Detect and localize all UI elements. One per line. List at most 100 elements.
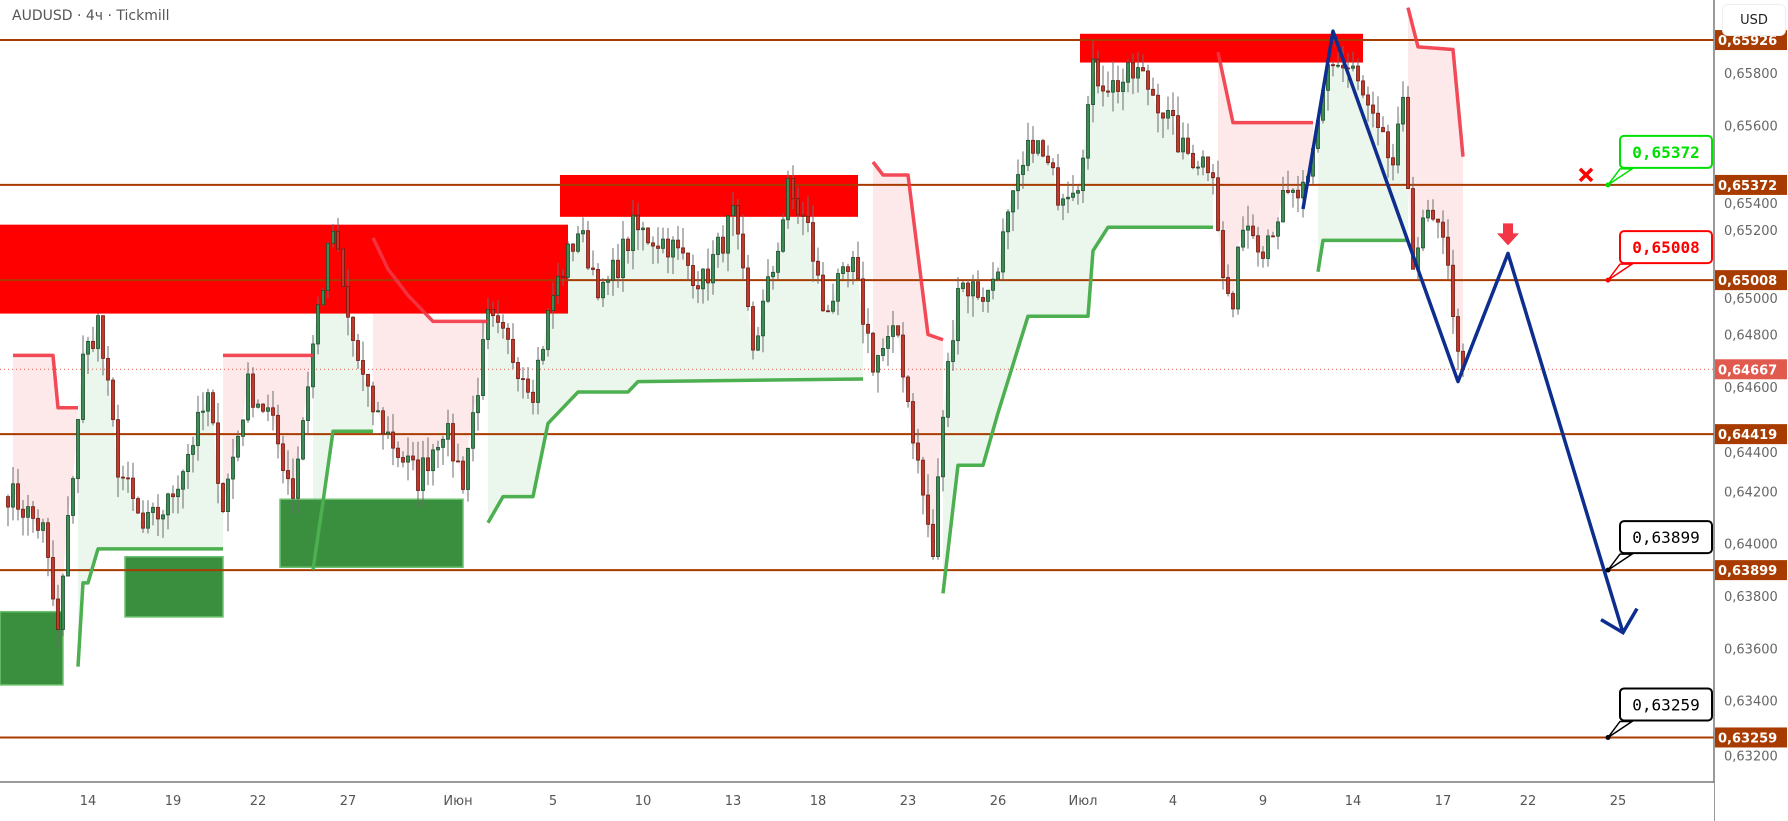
supertrend-down-line xyxy=(371,236,488,324)
candle-up xyxy=(1236,246,1240,310)
candle-down xyxy=(1296,189,1300,199)
supply-zone xyxy=(0,224,568,314)
candle-down xyxy=(1386,131,1390,159)
candle-down xyxy=(636,214,640,231)
candle-down xyxy=(411,455,415,461)
candle-up xyxy=(621,238,625,279)
candle-up xyxy=(186,454,190,473)
candle-down xyxy=(271,407,275,416)
plot-area: 0,65372 0,65008 0,63899 0,63259 xyxy=(0,7,1714,740)
candle-up xyxy=(1396,123,1400,166)
callout-text: 0,65372 xyxy=(1632,143,1699,162)
candle-up xyxy=(996,271,1000,280)
candle-down xyxy=(966,282,970,297)
candle-down xyxy=(131,477,135,499)
candle-up xyxy=(96,315,100,349)
price-tick-label: 0,64400 xyxy=(1724,446,1778,461)
candle-up xyxy=(671,239,675,258)
candle-down xyxy=(1381,127,1385,133)
supertrend-up-line xyxy=(76,547,223,667)
currency-button[interactable]: USD xyxy=(1722,4,1786,36)
candle-up xyxy=(161,514,165,520)
candle-up xyxy=(971,281,975,297)
candle-up xyxy=(1201,156,1205,168)
candle-down xyxy=(16,483,20,510)
candle-up xyxy=(176,488,180,498)
candle-up xyxy=(1276,221,1280,237)
candle-down xyxy=(976,281,980,298)
candle-up xyxy=(331,230,335,244)
level-price-badge xyxy=(1715,424,1787,445)
time-tick-label: 10 xyxy=(635,794,652,809)
candle-up xyxy=(1021,164,1025,175)
supertrend-up-fill xyxy=(313,231,373,570)
candle-down xyxy=(1206,156,1210,174)
candle-up xyxy=(991,278,995,291)
candle-up xyxy=(321,290,325,306)
candle-down xyxy=(906,376,910,402)
candle-down xyxy=(116,419,120,478)
candle-down xyxy=(1031,139,1035,154)
candle-down xyxy=(526,378,530,393)
candle-up xyxy=(1246,225,1250,231)
price-tick-label: 0,65000 xyxy=(1724,292,1778,307)
candle-down xyxy=(1221,230,1225,279)
candle-up xyxy=(481,339,485,396)
callout-box xyxy=(1619,687,1713,722)
candle-up xyxy=(836,273,840,302)
candle-up xyxy=(1421,217,1425,249)
candle-down xyxy=(46,522,50,558)
candle-down xyxy=(1251,225,1255,237)
callout-box xyxy=(1619,134,1713,169)
candle-down xyxy=(506,327,510,340)
candle-up xyxy=(576,233,580,252)
candle-down xyxy=(1106,90,1110,93)
candle-up xyxy=(761,300,765,337)
candle-up xyxy=(1196,166,1200,169)
candle-down xyxy=(501,322,505,329)
candle-up xyxy=(1281,190,1285,223)
candle-up xyxy=(566,243,570,278)
candle-up xyxy=(546,310,550,350)
candle-up xyxy=(486,308,490,340)
price-callout: 0,63899 xyxy=(1605,520,1713,573)
candle-down xyxy=(806,215,810,223)
candle-up xyxy=(661,238,665,249)
callout-anchor xyxy=(1605,182,1611,188)
candle-up xyxy=(716,236,720,255)
candle-up xyxy=(961,282,965,289)
level-price-badge xyxy=(1715,270,1787,291)
candle-up xyxy=(1086,104,1090,159)
candle-down xyxy=(586,230,590,269)
level-price-label: 0,63899 xyxy=(1718,564,1777,579)
price-tick-label: 0,65600 xyxy=(1724,119,1778,134)
candle-down xyxy=(1231,293,1235,310)
candle-down xyxy=(1446,236,1450,266)
candle-up xyxy=(946,361,950,418)
candle-up xyxy=(1336,64,1340,67)
callout-text: 0,65008 xyxy=(1632,238,1699,257)
candle-up xyxy=(376,410,380,413)
candle-down xyxy=(1366,94,1370,106)
candle-down xyxy=(1116,80,1120,92)
candle-up xyxy=(1426,209,1430,219)
candle-up xyxy=(146,512,150,529)
candle-down xyxy=(366,373,370,387)
candle-down xyxy=(1451,264,1455,317)
demand-zone xyxy=(0,610,64,686)
candle-down xyxy=(211,392,215,424)
candle-down xyxy=(1456,316,1460,352)
candle-up xyxy=(776,250,780,273)
candle-down xyxy=(1361,80,1365,96)
candle-up xyxy=(701,268,705,290)
supertrend-down-fill xyxy=(223,343,313,512)
candle-down xyxy=(516,362,520,380)
time-axis xyxy=(0,783,1714,821)
time-tick-label: 23 xyxy=(900,794,917,809)
candle-down xyxy=(921,459,925,496)
candle-up xyxy=(311,343,315,388)
candle-up xyxy=(1126,62,1130,83)
supertrend-down-line xyxy=(1216,51,1313,125)
candle-up xyxy=(631,214,635,251)
